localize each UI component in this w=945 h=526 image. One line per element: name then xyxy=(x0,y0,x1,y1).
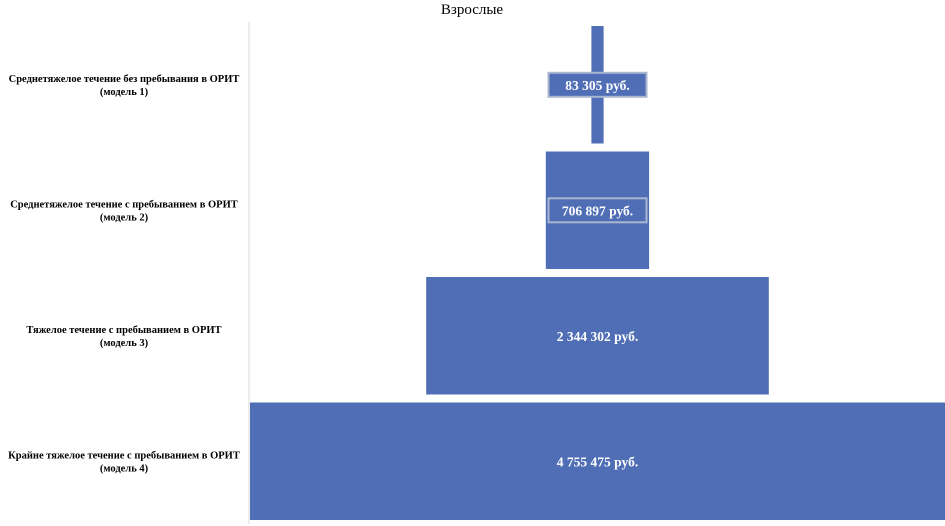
category-label-model-4-line-1: Крайне тяжелое течение с пребыванием в О… xyxy=(8,450,240,461)
category-labels: Среднетяжелое течение без пребывания в О… xyxy=(8,74,240,474)
value-labels: 83 305 руб. 706 897 руб. 2 344 302 руб. 4 7… xyxy=(547,71,648,469)
value-label-model-3: 2 344 302 руб. xyxy=(557,329,638,344)
value-label-box-model-1 xyxy=(547,71,648,98)
value-label-model-2: 706 897 руб. xyxy=(562,203,633,218)
value-label-model-4: 4 755 475 руб. xyxy=(557,454,638,469)
category-label-model-3-line-2: (модель 3) xyxy=(100,338,149,349)
category-label-model-1-line-2: (модель 1) xyxy=(100,87,149,98)
category-label-model-3-line-1: Тяжелое течение с пребыванием в ОРИТ xyxy=(26,325,221,336)
category-label-model-4-line-2: (модель 4) xyxy=(100,463,149,474)
category-label-model-1-line-1: Среднетяжелое течение без пребывания в О… xyxy=(9,74,240,85)
bars xyxy=(250,26,945,520)
bar-model-4 xyxy=(250,402,945,520)
chart-title: Взрослые xyxy=(441,2,504,18)
value-label-box-model-2 xyxy=(547,197,648,224)
bar-model-3 xyxy=(426,277,769,395)
value-label-model-1: 83 305 руб. xyxy=(565,78,630,93)
category-label-model-2-line-1: Среднетяжелое течение с пребыванием в ОР… xyxy=(10,199,238,210)
category-label-model-2-line-2: (модель 2) xyxy=(100,212,149,223)
